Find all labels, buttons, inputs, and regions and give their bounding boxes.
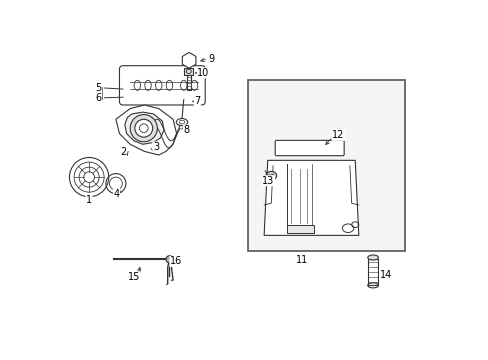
Text: 3: 3 bbox=[153, 142, 159, 152]
Text: 4: 4 bbox=[113, 189, 120, 199]
Text: 2: 2 bbox=[120, 147, 126, 157]
Text: 8: 8 bbox=[183, 125, 189, 135]
Text: 10: 10 bbox=[197, 68, 209, 78]
Text: 5: 5 bbox=[96, 83, 102, 93]
Ellipse shape bbox=[135, 119, 152, 137]
Bar bbox=[367, 258, 378, 285]
Polygon shape bbox=[264, 160, 358, 235]
Text: 6: 6 bbox=[96, 93, 102, 103]
Ellipse shape bbox=[166, 80, 172, 90]
Text: 1: 1 bbox=[86, 195, 92, 204]
Bar bbox=[247, 80, 405, 251]
Polygon shape bbox=[124, 112, 164, 144]
Polygon shape bbox=[116, 105, 176, 155]
Text: 12: 12 bbox=[331, 130, 344, 140]
Text: 14: 14 bbox=[379, 270, 391, 280]
Ellipse shape bbox=[265, 171, 276, 180]
Text: 9: 9 bbox=[208, 54, 214, 64]
Bar bbox=[287, 225, 313, 233]
Ellipse shape bbox=[134, 80, 140, 90]
Ellipse shape bbox=[191, 80, 197, 90]
Text: 15: 15 bbox=[127, 272, 140, 282]
Polygon shape bbox=[182, 53, 196, 68]
Bar bbox=[186, 75, 190, 90]
Ellipse shape bbox=[144, 80, 151, 90]
FancyBboxPatch shape bbox=[275, 140, 344, 156]
Text: 11: 11 bbox=[295, 255, 307, 265]
Text: 7: 7 bbox=[194, 96, 200, 107]
Ellipse shape bbox=[155, 80, 162, 90]
Ellipse shape bbox=[367, 255, 378, 260]
Ellipse shape bbox=[165, 256, 173, 263]
Text: 16: 16 bbox=[169, 256, 182, 266]
Ellipse shape bbox=[130, 114, 157, 142]
FancyBboxPatch shape bbox=[119, 66, 205, 105]
Ellipse shape bbox=[180, 80, 186, 90]
Text: 13: 13 bbox=[262, 176, 274, 186]
Bar bbox=[184, 68, 193, 75]
